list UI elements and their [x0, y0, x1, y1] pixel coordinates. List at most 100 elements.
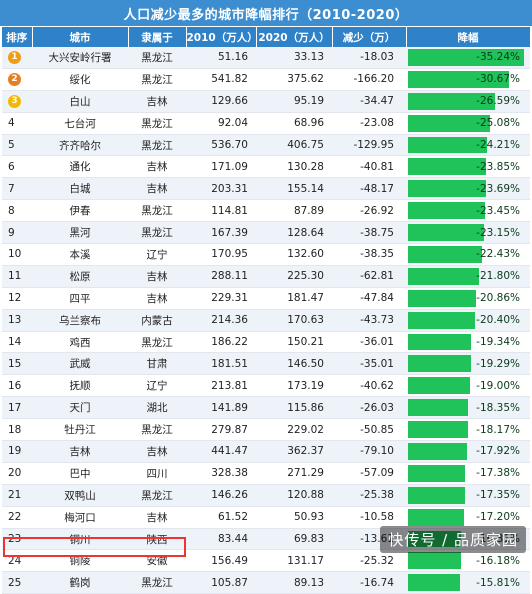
- pop-2010-cell: 167.39: [186, 221, 256, 245]
- header-city: 城市: [32, 27, 129, 47]
- rank-cell: 3: [2, 90, 32, 113]
- pop-2020-cell: 406.75: [256, 134, 332, 157]
- rank-cell: 10: [2, 243, 32, 266]
- city-cell: 双鸭山: [32, 484, 128, 507]
- pop-2020-cell: 173.19: [256, 374, 332, 398]
- decrease-cell: -48.17: [332, 177, 406, 201]
- rank-cell: 6: [2, 155, 32, 179]
- decrease-cell: -62.81: [332, 265, 406, 288]
- pop-2020-cell: 146.50: [256, 352, 332, 376]
- decline-bar-cell: -17.38%: [406, 462, 530, 485]
- decline-bar: [408, 443, 467, 460]
- decrease-cell: -43.73: [332, 309, 406, 332]
- decline-bar: [408, 333, 472, 351]
- pop-2010-cell: 61.52: [186, 506, 256, 529]
- rank-cell: 19: [2, 440, 32, 463]
- table-body: 1 大兴安岭行署 黑龙江 51.16 33.13 -18.03 -35.24% 2 绥化 黑龙江 5…: [2, 47, 530, 594]
- pop-2010-cell: 328.38: [186, 462, 256, 485]
- rank-cell: 12: [2, 287, 32, 310]
- decline-bar-cell: -18.17%: [406, 418, 530, 442]
- decline-bar-cell: -23.69%: [406, 177, 530, 201]
- rank-cell: 17: [2, 396, 32, 420]
- province-cell: 黑龙江: [128, 484, 186, 507]
- pop-2010-cell: 146.26: [186, 484, 256, 507]
- decline-bar-cell: -30.67%: [406, 68, 530, 91]
- decline-bar: [408, 180, 486, 198]
- province-cell: 陕西: [128, 528, 186, 551]
- table-row: 8 伊春 黑龙江 114.81 87.89 -26.92 -23.45%: [2, 199, 530, 223]
- decline-rate-label: -17.92%: [476, 445, 520, 458]
- decline-bar-cell: -19.29%: [406, 352, 530, 376]
- decline-rate-label: -20.86%: [476, 292, 520, 305]
- city-cell: 绥化: [32, 68, 128, 91]
- pop-2010-cell: 203.31: [186, 177, 256, 201]
- pop-2010-cell: 288.11: [186, 265, 256, 288]
- decline-bar: [408, 508, 465, 526]
- rank-cell: 23: [2, 528, 32, 551]
- table-row: 17 天门 湖北 141.89 115.86 -26.03 -18.35%: [2, 396, 530, 420]
- decline-rate-label: -26.59%: [476, 95, 520, 108]
- province-cell: 内蒙古: [128, 309, 186, 332]
- decline-bar: [408, 114, 491, 132]
- header-decrease: 减少（万）: [332, 27, 407, 47]
- decrease-cell: -25.32: [332, 549, 406, 573]
- pop-2010-cell: 213.81: [186, 374, 256, 398]
- pop-2020-cell: 50.93: [256, 506, 332, 529]
- table-row: 25 鹤岗 黑龙江 105.87 89.13 -16.74 -15.81%: [2, 571, 530, 594]
- pop-2010-cell: 51.16: [186, 47, 256, 69]
- pop-2010-cell: 181.51: [186, 352, 256, 376]
- city-cell: 梅河口: [32, 506, 128, 529]
- decline-rate-label: -17.35%: [476, 489, 520, 502]
- city-cell: 吉林: [32, 440, 128, 463]
- decrease-cell: -26.03: [332, 396, 406, 420]
- city-cell: 伊春: [32, 199, 128, 223]
- province-cell: 吉林: [128, 177, 186, 201]
- decline-bar-cell: -15.81%: [406, 571, 530, 594]
- decline-bar-cell: -19.00%: [406, 374, 530, 398]
- province-cell: 黑龙江: [128, 331, 186, 354]
- decline-bar: [408, 136, 488, 154]
- pop-2020-cell: 155.14: [256, 177, 332, 201]
- province-cell: 吉林: [128, 440, 186, 463]
- decline-rate-label: -20.40%: [476, 314, 520, 327]
- city-cell: 武威: [32, 352, 128, 376]
- pop-2020-cell: 130.28: [256, 155, 332, 179]
- decline-bar: [408, 464, 465, 482]
- watermark-badge: 快传号 / 品质家园: [380, 526, 526, 553]
- highlight-box-row-25: [3, 537, 186, 557]
- table-row: 6 通化 吉林 171.09 130.28 -40.81 -23.85%: [2, 155, 530, 179]
- pop-2020-cell: 375.62: [256, 68, 332, 91]
- rank-cell: 14: [2, 331, 32, 354]
- decline-rate-label: -25.08%: [476, 117, 520, 130]
- decline-rate-label: -24.21%: [476, 139, 520, 151]
- table-row: 18 牡丹江 黑龙江 279.87 229.02 -50.85 -18.17%: [2, 418, 530, 442]
- decline-rate-label: -16.18%: [476, 554, 520, 567]
- decrease-cell: -23.08: [332, 112, 406, 135]
- province-cell: 黑龙江: [128, 134, 186, 157]
- table-row: 16 抚顺 辽宁 213.81 173.19 -40.62 -19.00%: [2, 374, 530, 398]
- decrease-cell: -40.62: [332, 374, 406, 398]
- table-row: 1 大兴安岭行署 黑龙江 51.16 33.13 -18.03 -35.24%: [2, 47, 530, 69]
- city-cell: 鹤岗: [32, 571, 128, 594]
- table-title: 人口减少最多的城市降幅排行（2010-2020）: [0, 0, 532, 26]
- decrease-cell: -38.75: [332, 221, 406, 245]
- pop-2010-cell: 92.04: [186, 112, 256, 135]
- pop-2020-cell: 115.86: [256, 396, 332, 420]
- rank-cell: 13: [2, 309, 32, 332]
- decline-bar: [408, 224, 484, 242]
- decrease-cell: -129.95: [332, 134, 406, 157]
- province-cell: 黑龙江: [128, 221, 186, 245]
- decline-rate-label: -16.31%: [476, 533, 520, 546]
- city-cell: 乌兰察布: [32, 309, 128, 332]
- pop-2020-cell: 95.19: [256, 90, 332, 113]
- decline-bar: [408, 92, 496, 110]
- decline-bar-cell: -21.80%: [406, 265, 530, 288]
- decline-bar-cell: -16.31%: [406, 528, 530, 551]
- province-cell: 吉林: [128, 155, 186, 179]
- rank-cell: 21: [2, 484, 32, 507]
- decline-bar: [408, 530, 462, 548]
- decline-bar: [408, 289, 477, 307]
- decline-bar-cell: -20.40%: [406, 309, 530, 332]
- decline-bar-cell: -25.08%: [406, 112, 530, 135]
